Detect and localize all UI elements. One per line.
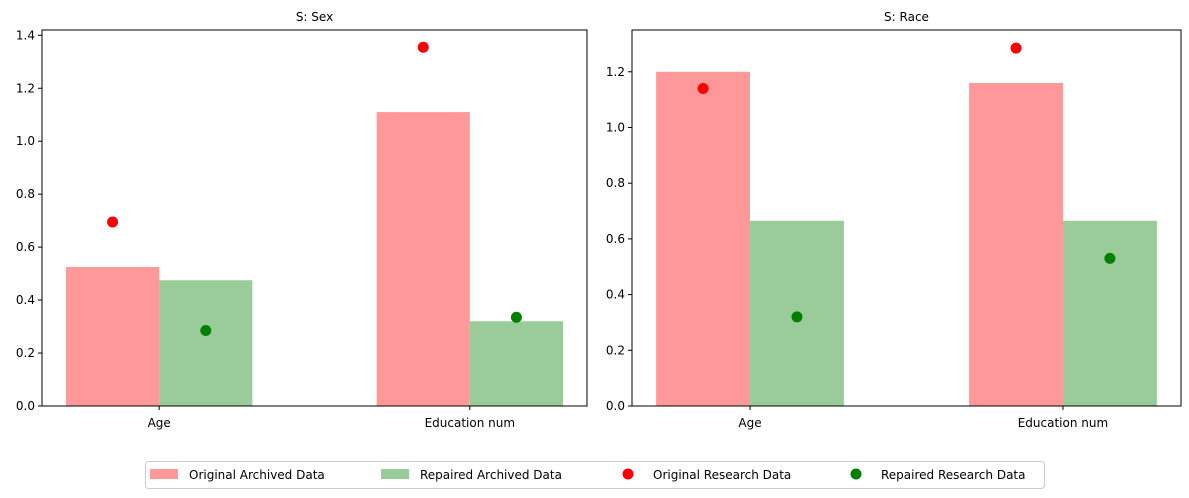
legend: Original Archived Data Repaired Archived … <box>145 461 1045 489</box>
y-tick-label: 0.4 <box>16 293 35 307</box>
legend-label: Repaired Archived Data <box>420 468 562 482</box>
bar-repaired-1 <box>159 280 253 406</box>
y-tick-label: 1.2 <box>606 65 625 79</box>
legend-swatch <box>150 469 178 479</box>
point-original-2 <box>1010 42 1022 54</box>
plot-frame <box>41 29 588 407</box>
legend-box <box>145 461 1045 489</box>
y-tick-label: 0.6 <box>606 232 625 246</box>
point-original-2 <box>417 41 429 53</box>
legend-entry-4: Repaired Research Data <box>850 468 1025 482</box>
y-tick-label: 0.2 <box>16 346 35 360</box>
subplot-2: S: Race 0.0 0.2 0.4 0.6 0.8 1.0 1.2 Age Education… <box>606 10 1182 430</box>
y-tick-label: 0.8 <box>16 187 35 201</box>
y-tick-label: 0.0 <box>606 399 625 413</box>
legend-marker <box>850 468 862 480</box>
subplot-1: S: Sex 0.0 0.2 0.4 0.6 0.8 1.0 1.2 1.4 Age Educati… <box>16 10 588 430</box>
legend-entry-3: Original Research Data <box>622 468 791 482</box>
point-repaired-2 <box>1104 252 1116 264</box>
legend-swatch <box>381 469 409 479</box>
point-repaired-1 <box>791 311 803 323</box>
bar-original-1 <box>656 71 751 407</box>
y-tick-label: 0.6 <box>16 240 35 254</box>
point-repaired-1 <box>200 325 212 337</box>
subplot-title: S: Sex <box>296 10 333 24</box>
y-tick-label: 0.4 <box>606 288 625 302</box>
bar-original-1 <box>65 266 160 406</box>
bar-repaired-2 <box>469 321 564 406</box>
legend-marker <box>622 468 634 480</box>
x-tick-label: Education num <box>425 416 515 430</box>
y-tick-label: 1.2 <box>16 81 35 95</box>
legend-label: Original Research Data <box>653 468 791 482</box>
point-original-1 <box>697 82 709 94</box>
legend-entry-2: Repaired Archived Data <box>381 468 562 482</box>
bar-repaired-2 <box>1062 220 1157 406</box>
x-tick-label: Age <box>148 416 171 430</box>
subplot-title: S: Race <box>884 10 929 24</box>
x-tick-label: Age <box>738 416 761 430</box>
legend-label: Repaired Research Data <box>881 468 1025 482</box>
point-repaired-2 <box>510 311 522 323</box>
y-tick-label: 1.0 <box>606 120 625 134</box>
plot-frame <box>631 29 1182 407</box>
legend-entry-1: Original Archived Data <box>150 468 325 482</box>
bar-original-2 <box>969 82 1063 406</box>
x-tick-label: Education num <box>1018 416 1108 430</box>
legend-label: Original Archived Data <box>189 468 325 482</box>
y-tick-label: 0.2 <box>606 343 625 357</box>
bar-original-2 <box>376 112 470 407</box>
y-tick-label: 1.4 <box>16 28 35 42</box>
y-tick-label: 0.8 <box>606 176 625 190</box>
point-original-1 <box>107 216 119 228</box>
y-tick-label: 1.0 <box>16 134 35 148</box>
y-tick-label: 0.0 <box>16 399 35 413</box>
